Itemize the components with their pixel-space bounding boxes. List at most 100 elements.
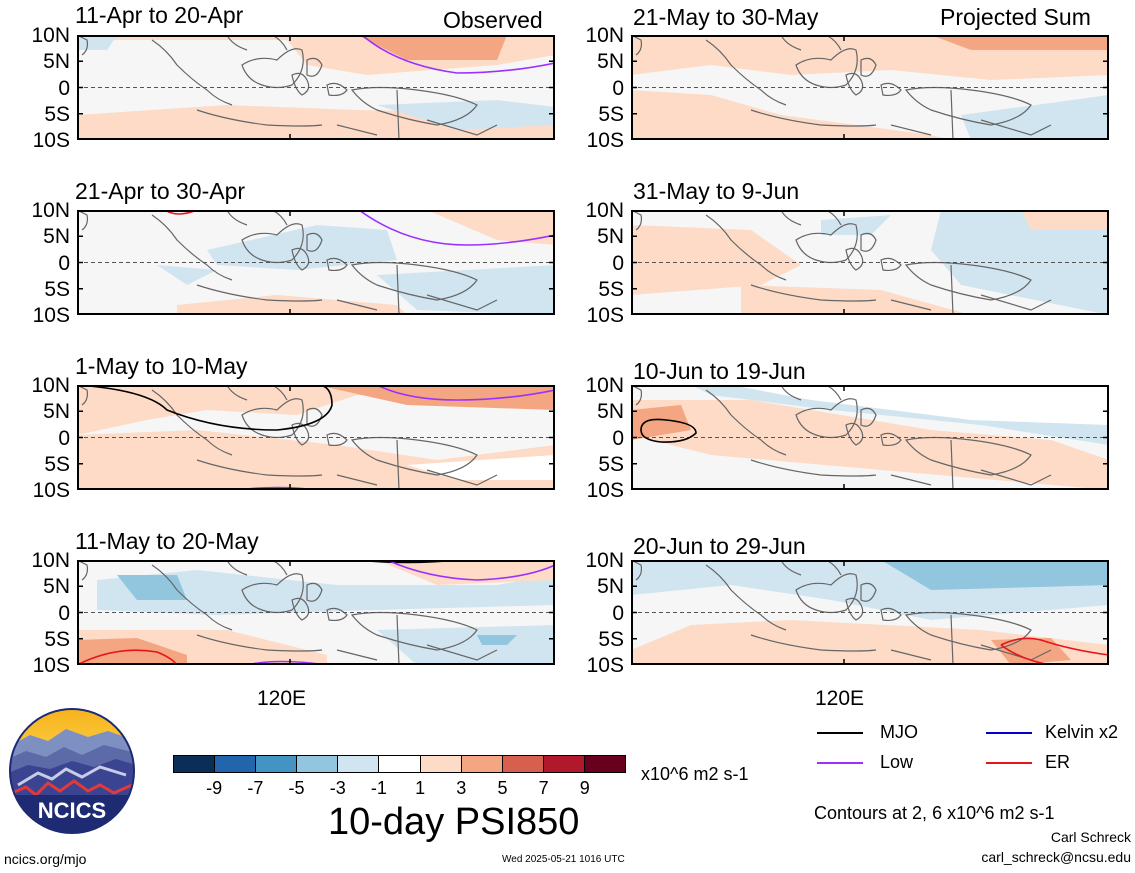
legend-line-low	[817, 762, 863, 764]
shaded-anomaly-region	[631, 225, 801, 295]
author-email[interactable]: carl_schreck@ncsu.edu	[981, 849, 1131, 865]
coastline	[880, 607, 902, 622]
map-panel-7	[631, 385, 1109, 490]
shaded-anomaly-region	[207, 225, 397, 270]
shaded-anomaly-region	[741, 285, 971, 315]
map-frame	[631, 385, 1109, 490]
coastline	[795, 398, 858, 439]
lat-label: 5N	[43, 400, 70, 424]
coastline	[336, 299, 378, 311]
colorbar-swatch	[338, 756, 380, 772]
lat-label: 10N	[585, 549, 624, 572]
coastline	[880, 432, 902, 447]
coastline	[426, 119, 498, 136]
lat-label: 10N	[585, 374, 624, 397]
panel-title-6: 31-May to 9-Jun	[633, 178, 800, 204]
shaded-anomaly-region	[77, 385, 555, 435]
coastline	[950, 614, 954, 665]
shaded-anomaly-region	[931, 35, 1109, 50]
coastline	[980, 119, 1052, 136]
lat-label: 5S	[44, 452, 70, 476]
lat-label: 5N	[597, 575, 624, 599]
colorbar-tick-label: -3	[329, 778, 346, 798]
map-frame	[77, 35, 555, 140]
colorbar-swatch	[256, 756, 298, 772]
footer-url[interactable]: ncics.org/mjo	[4, 851, 87, 867]
coastline	[77, 560, 89, 581]
contour-line	[386, 560, 555, 581]
colorbar-swatch	[584, 756, 626, 772]
coastline	[750, 459, 877, 477]
coastline	[306, 582, 323, 602]
map-panel-6	[631, 210, 1109, 315]
observed-label: Observed	[443, 7, 543, 33]
map-frame	[77, 385, 555, 490]
colorbar-swatch	[297, 756, 339, 772]
coastline	[795, 573, 858, 614]
lat-label: 0	[612, 601, 624, 625]
lon-label-left: 120E	[257, 687, 307, 710]
coastline	[904, 611, 1032, 651]
coastline	[750, 284, 877, 302]
legend-line-er	[986, 762, 1032, 764]
colorbar-swatch	[502, 756, 544, 772]
coastline	[151, 564, 233, 631]
contour-line	[640, 418, 697, 443]
coastline	[196, 109, 323, 127]
lat-label: 10N	[31, 199, 70, 222]
contour-line	[1000, 637, 1109, 656]
coastline	[705, 389, 787, 456]
coastline	[860, 407, 877, 427]
projected-sum-label: Projected Sum	[940, 4, 1091, 30]
coastline	[705, 39, 787, 106]
shaded-anomaly-region	[631, 400, 1109, 490]
colorbar-swatch	[174, 756, 216, 772]
contour-line	[77, 649, 178, 665]
lon-label-right: 120E	[815, 687, 865, 710]
colorbar-tick-label: -1	[370, 778, 387, 798]
coastline	[77, 210, 89, 231]
lat-label: 10N	[31, 549, 70, 572]
coastline	[860, 232, 877, 252]
lat-label: 0	[612, 251, 624, 275]
contour-line	[77, 385, 333, 431]
coastline	[396, 439, 400, 490]
coastline	[326, 257, 348, 272]
lat-label: 5S	[598, 102, 624, 126]
colorbar-tick-label: 7	[538, 778, 549, 798]
legend-label-low: Low	[880, 752, 914, 772]
panel-title-7: 10-Jun to 19-Jun	[633, 358, 806, 384]
shaded-anomaly-region	[477, 635, 517, 645]
shaded-anomaly-region	[97, 570, 555, 615]
lat-label: 5S	[598, 627, 624, 651]
colorbar-swatch	[461, 756, 503, 772]
map-panel-4	[77, 560, 555, 665]
coastline	[326, 607, 348, 622]
panel-title-8: 20-Jun to 29-Jun	[633, 533, 806, 559]
coastline	[980, 469, 1052, 486]
coastline	[426, 294, 498, 311]
panel-title-1: 11-Apr to 20-Apr	[75, 2, 244, 28]
coastline	[980, 294, 1052, 311]
lat-label: 10S	[32, 129, 70, 152]
contour-note: Contours at 2, 6 x10^6 m2 s-1	[814, 803, 1055, 823]
legend-label-mjo: MJO	[880, 722, 918, 742]
coastline	[350, 611, 478, 651]
coastline	[426, 469, 498, 486]
shaded-anomaly-region	[731, 385, 1109, 425]
coastline	[151, 214, 233, 281]
lat-label: 0	[58, 601, 70, 625]
shaded-anomaly-region	[881, 560, 1109, 590]
coastline	[396, 264, 400, 315]
lat-label: 5S	[598, 452, 624, 476]
coastline	[151, 39, 233, 106]
coastline	[306, 407, 323, 427]
coastline	[241, 573, 304, 614]
lat-label: 5N	[597, 225, 624, 249]
map-frame	[631, 35, 1109, 140]
lat-label: 10S	[586, 654, 624, 677]
contour-line	[361, 35, 555, 74]
coastline	[396, 614, 400, 665]
coastline	[77, 35, 89, 56]
coastline	[196, 459, 323, 477]
